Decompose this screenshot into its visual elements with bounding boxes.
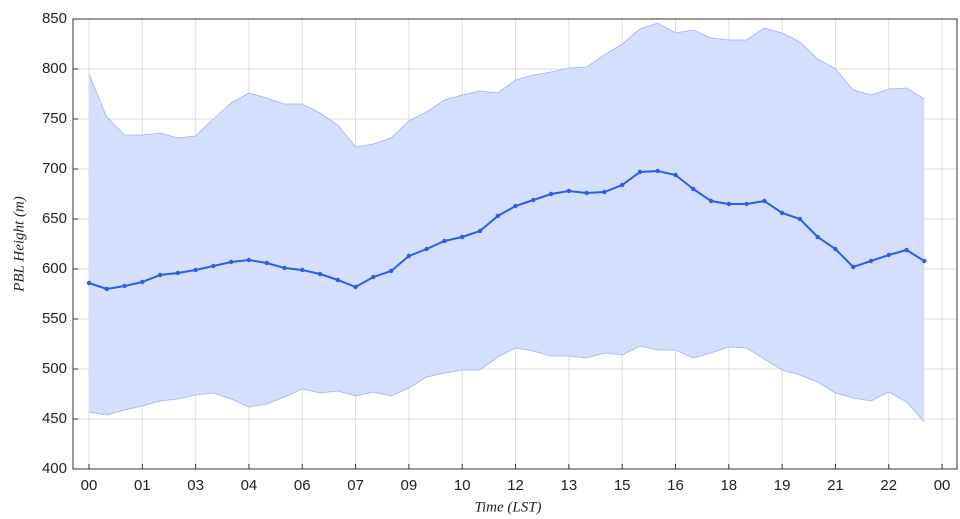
mean-marker [655,168,660,174]
mean-marker [228,259,234,265]
x-tick-label: 06 [294,477,311,494]
mean-marker [442,238,447,244]
mean-marker [335,277,341,283]
x-axis-label: Time (LST) [474,499,541,515]
mean-marker [388,268,394,274]
x-tick-label: 13 [561,477,578,494]
band-lower [88,345,925,423]
mean-marker [762,198,767,204]
mean-marker [922,258,927,264]
band-area [88,23,925,422]
x-tick-label: 18 [720,477,737,494]
x-tick-label: 01 [134,477,151,494]
mean-marker [460,234,465,240]
y-tick-label: 800 [42,60,67,77]
mean-marker [371,274,376,280]
y-axis-label: PBL Height (m) [11,196,27,293]
x-tick-label: 15 [614,477,631,494]
mean-marker [548,191,554,197]
mean-marker [531,197,536,203]
mean-marker [140,279,145,285]
mean-marker [264,260,269,266]
y-tick-label: 400 [42,460,67,477]
mean-marker [637,169,643,175]
mean-marker [904,247,909,253]
mean-marker [175,270,181,276]
mean-marker [424,246,429,252]
mean-marker [246,257,252,263]
mean-marker [779,210,785,216]
mean-marker [868,258,874,264]
mean-marker [495,213,500,219]
mean-marker [282,265,287,271]
mean-marker [157,272,163,278]
x-tick-label: 07 [347,477,364,494]
mean-marker [726,201,732,207]
y-tick-label: 450 [42,410,67,427]
mean-marker [673,172,678,178]
mean-marker [193,267,198,273]
x-tick-label: 09 [401,477,418,494]
mean-marker [851,264,856,270]
mean-marker [602,189,607,195]
mean-marker [353,284,358,290]
mean-line [88,169,925,291]
y-tick-label: 600 [42,260,67,277]
x-tick-label: 21 [827,477,844,494]
x-tick-label: 00 [934,477,951,494]
y-tick-label: 700 [42,160,67,177]
x-tick-label: 22 [880,477,897,494]
mean-marker [566,188,572,194]
y-tick-label: 550 [42,310,67,327]
mean-marker [513,203,518,209]
mean-marker [744,201,749,207]
y-tick-label: 850 [42,10,67,27]
mean-marker [815,234,820,240]
mean-marker [86,280,92,286]
y-tick-label: 500 [42,360,67,377]
mean-marker [104,286,109,292]
mean-marker [406,253,412,259]
y-tick-label: 750 [42,110,67,127]
mean-marker [584,190,589,196]
x-tick-label: 12 [507,477,524,494]
mean-marker [619,182,625,188]
x-tick-label: 10 [454,477,471,494]
x-tick-label: 19 [774,477,791,494]
mean-marker [691,186,696,192]
mean-marker [477,228,483,234]
mean-marker [211,263,216,269]
x-tick-label: 04 [241,477,258,494]
x-tick-label: 16 [667,477,684,494]
mean-marker [886,252,891,258]
plot-frame [72,18,958,470]
x-tick-label: 03 [187,477,204,494]
mean-marker [797,216,803,222]
band-upper [88,22,925,148]
mean-marker [708,198,714,204]
x-tick-label: 00 [81,477,98,494]
mean-marker [833,246,838,252]
mean-marker [122,283,127,289]
mean-marker [300,267,305,273]
y-tick-label: 650 [42,210,67,227]
mean-marker [317,271,323,277]
